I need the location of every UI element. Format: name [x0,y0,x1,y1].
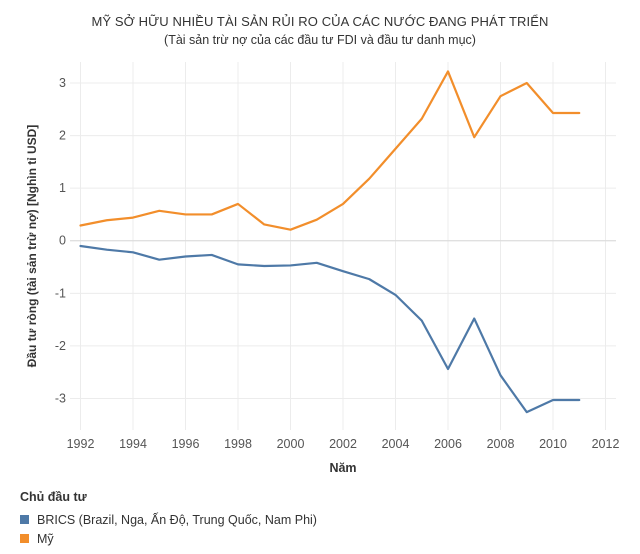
x-axis-title: Năm [329,461,356,475]
series-line-brics [79,244,581,414]
y-tick-label: -2 [55,339,66,353]
y-tick-label: -1 [55,286,66,300]
y-tick-label: 2 [59,129,66,143]
x-tick-label: 2012 [592,437,620,451]
y-tick-label: 0 [59,234,66,248]
legend-label-brics: BRICS (Brazil, Nga, Ấn Độ, Trung Quốc, N… [37,512,317,527]
series-line-my [79,70,581,231]
y-tick-label: 3 [59,76,66,90]
legend-item-brics[interactable]: BRICS (Brazil, Nga, Ấn Độ, Trung Quốc, N… [20,510,317,529]
chart-subtitle: (Tài sản trừ nợ của các đầu tư FDI và đầ… [164,33,476,47]
x-tick-label: 1994 [119,437,147,451]
x-tick-label: 2006 [434,437,462,451]
legend-swatch-my [20,534,29,543]
x-tick-label: 2010 [539,437,567,451]
x-tick-label: 2000 [277,437,305,451]
chart-title: MỸ SỞ HỮU NHIỀU TÀI SẢN RỦI RO CỦA CÁC N… [91,14,549,29]
x-tick-label: 2002 [329,437,357,451]
x-tick-label: 1996 [172,437,200,451]
legend-item-my[interactable]: Mỹ [20,529,317,548]
legend-title: Chủ đầu tư [20,490,87,504]
x-tick-label: 2008 [487,437,515,451]
x-tick-label: 1998 [224,437,252,451]
legend-swatch-brics [20,515,29,524]
x-tick-label: 2004 [382,437,410,451]
y-tick-label: -3 [55,391,66,405]
x-tick-label: 1992 [67,437,95,451]
y-tick-label: 1 [59,181,66,195]
legend: Chủ đầu tư BRICS (Brazil, Nga, Ấn Độ, Tr… [20,490,317,548]
y-axis-title: Đầu tư ròng (tài sản trừ nợ) [Nghìn tỉ U… [25,125,39,368]
legend-label-my: Mỹ [37,531,54,546]
